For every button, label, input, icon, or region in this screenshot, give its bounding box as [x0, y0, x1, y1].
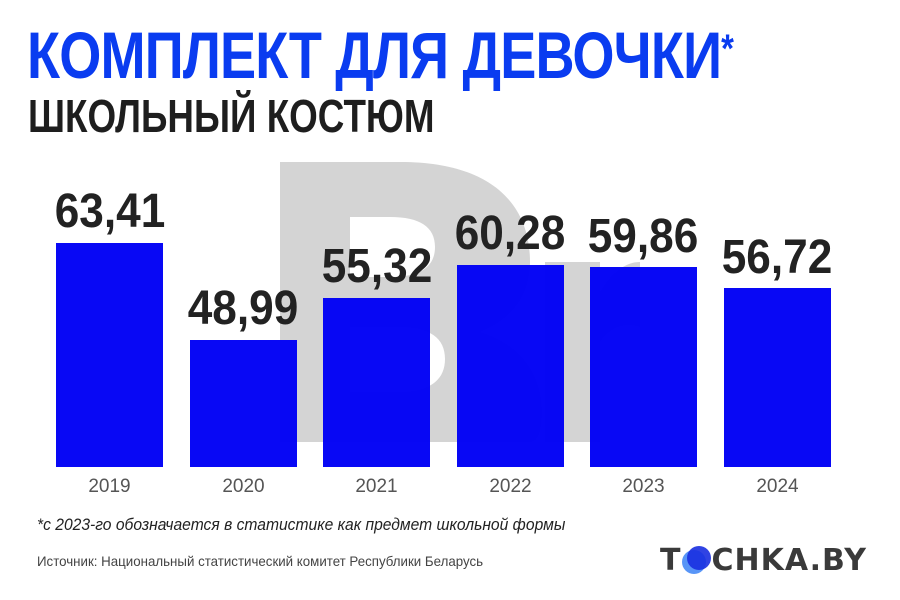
logo-text-start: T	[660, 542, 682, 578]
footnote: *с 2023-го обозначается в статистике как…	[37, 515, 566, 534]
bar-2019	[56, 243, 163, 467]
tochka-by-logo: T CHKA.BY	[660, 542, 867, 578]
title-asterisk: *	[721, 27, 734, 71]
bar-value-2022: 60,28	[454, 207, 566, 260]
bar-value-2020: 48,99	[187, 282, 299, 335]
bar-2021	[323, 298, 430, 467]
bar-value-2023: 59,86	[587, 210, 699, 263]
bar-label-2023: 2023	[622, 476, 665, 497]
bar-2022	[457, 265, 564, 467]
bar-label-2020: 2020	[222, 476, 265, 497]
chart-subtitle: ШКОЛЬНЫЙ КОСТЮМ	[28, 90, 435, 142]
bar-2020	[190, 340, 297, 467]
bar-value-2019: 63,41	[54, 185, 166, 238]
bar-label-2024: 2024	[756, 476, 799, 497]
bar-value-2021: 55,32	[321, 240, 433, 293]
bar-label-2022: 2022	[489, 476, 532, 497]
source-credit: Источник: Национальный статистический ко…	[37, 553, 484, 569]
bar-label-2021: 2021	[355, 476, 398, 497]
logo-text-end: CHKA.BY	[711, 542, 867, 578]
logo-circle-icon	[682, 546, 712, 574]
chart-title: КОМПЛЕКТ ДЛЯ ДЕВОЧКИ*	[27, 22, 734, 88]
bar-2023	[590, 267, 697, 467]
bar-value-2024: 56,72	[721, 231, 833, 284]
chart-title-text: КОМПЛЕКТ ДЛЯ ДЕВОЧКИ	[27, 18, 722, 92]
bar-2024	[724, 288, 831, 467]
bar-label-2019: 2019	[88, 476, 131, 497]
